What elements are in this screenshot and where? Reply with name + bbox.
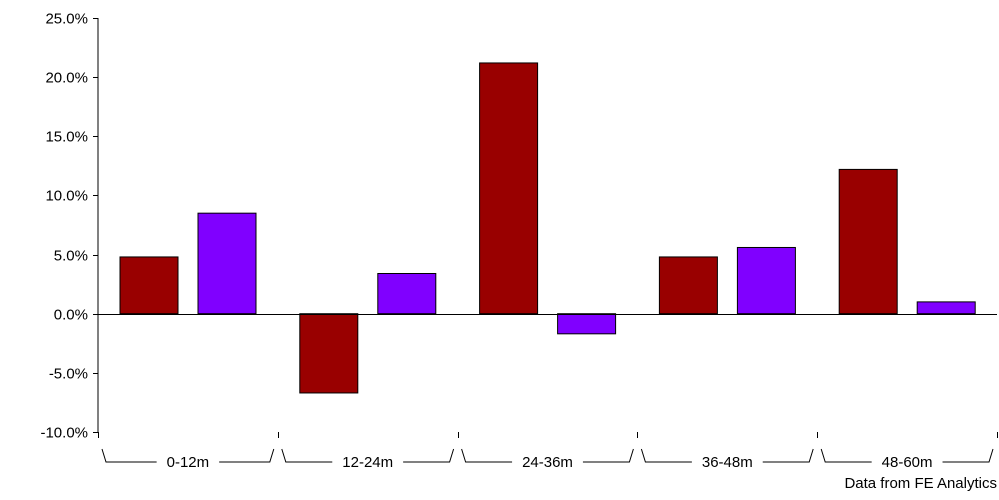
y-tick-label: -10.0%: [40, 425, 88, 442]
category-bracket-left: [640, 448, 692, 463]
category-labels: 0-12m 12-24m 24-36m 36-48m 48-60m: [101, 448, 994, 471]
bar-series-1-24-36m: [479, 62, 539, 315]
y-tick-label: 10.0%: [45, 188, 88, 205]
category-label-12-24m: 12-24m: [342, 454, 393, 471]
source-note: Data from FE Analytics: [844, 475, 997, 492]
bar-series-2-48-60m: [916, 301, 976, 315]
category-label-0-12m: 0-12m: [167, 454, 210, 471]
y-tick-label: 0.0%: [54, 307, 88, 324]
category-bracket-left: [461, 448, 513, 463]
y-tick-label: 5.0%: [54, 248, 88, 265]
bar-series-2-24-36m: [557, 313, 617, 335]
y-tick-label: 25.0%: [45, 11, 88, 28]
bar-series-1-48-60m: [838, 168, 898, 315]
category-label-24-36m: 24-36m: [522, 454, 573, 471]
category-bracket-right: [762, 448, 814, 463]
bar-series-1-12-24m: [299, 313, 359, 394]
bars: [119, 62, 976, 394]
bar-series-2-36-48m: [736, 246, 796, 315]
x-axis: [98, 314, 998, 438]
y-tick-label: 15.0%: [45, 129, 88, 146]
category-bracket-right: [403, 448, 455, 463]
category-label-36-48m: 36-48m: [702, 454, 753, 471]
bar-series-1-0-12m: [119, 256, 179, 315]
y-tick-label: 20.0%: [45, 70, 88, 87]
y-axis: 25.0% 20.0% 15.0% 10.0% 5.0% 0.0% -5.0% -10.0%: [40, 11, 99, 442]
category-bracket-left: [281, 448, 333, 463]
category-bracket-right: [582, 448, 634, 463]
category-bracket-right: [219, 448, 275, 463]
y-tick-label: -5.0%: [49, 366, 88, 383]
bar-series-2-0-12m: [197, 212, 257, 315]
category-bracket-right: [942, 448, 994, 463]
bar-series-2-12-24m: [377, 272, 437, 315]
category-label-48-60m: 48-60m: [882, 454, 933, 471]
category-bracket-left: [820, 448, 872, 463]
bar-series-1-36-48m: [658, 256, 718, 315]
category-bracket-left: [101, 448, 157, 463]
